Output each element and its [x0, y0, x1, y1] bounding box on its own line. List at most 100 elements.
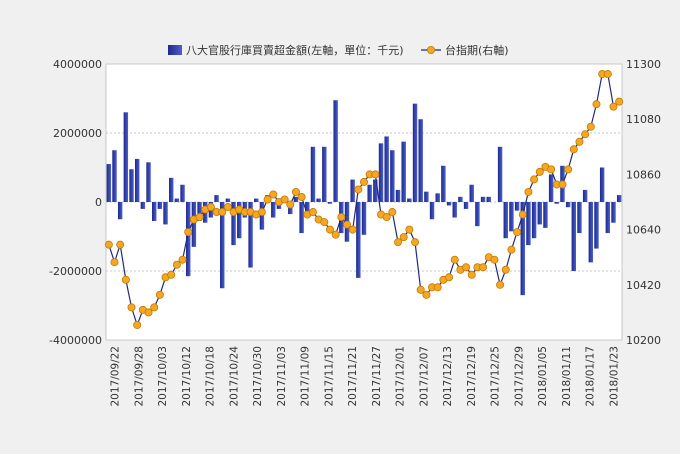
line-point [167, 270, 176, 279]
bar [327, 202, 333, 204]
line-point [320, 218, 329, 227]
y-right-tick-label: 11080 [626, 113, 661, 126]
bar [435, 193, 440, 203]
x-tick-label: 2017/09/22 [110, 346, 122, 407]
bar [378, 143, 384, 202]
line-point [342, 220, 351, 229]
line-point [286, 200, 295, 209]
bar [514, 202, 520, 211]
bar [174, 198, 180, 202]
line-point [569, 145, 578, 154]
y-right-tick-label: 10200 [626, 334, 661, 347]
x-tick-label: 2017/12/29 [513, 346, 525, 407]
x-tick-label: 2017/09/28 [133, 346, 145, 407]
bar [599, 167, 605, 202]
bar [469, 184, 474, 202]
bar [254, 198, 259, 202]
line-point [388, 208, 397, 217]
y-left-tick-label: 0 [95, 196, 102, 209]
line-point [501, 265, 510, 274]
bar [186, 202, 191, 277]
bar [123, 112, 129, 202]
line-point [297, 192, 306, 201]
bar [225, 198, 231, 202]
bar [316, 198, 321, 202]
bar [271, 202, 276, 218]
line-point [490, 255, 499, 264]
line-point [133, 320, 142, 329]
line-point [382, 213, 391, 222]
bar [571, 202, 577, 271]
line-point [178, 255, 187, 264]
x-tick-label: 2017/12/25 [490, 346, 502, 407]
x-tick-label: 2018/01/05 [537, 346, 549, 407]
line-point [592, 100, 601, 109]
x-tick-label: 2017/12/01 [395, 346, 407, 407]
line-point [150, 303, 159, 312]
line-point [371, 170, 380, 179]
line-point [422, 290, 431, 299]
legend-bar-swatch [168, 45, 182, 55]
line-point [223, 203, 232, 212]
line-point [348, 225, 357, 234]
bar [305, 202, 310, 216]
line-point [325, 225, 334, 234]
line-point [291, 187, 300, 196]
bar [151, 202, 157, 221]
line-point [184, 228, 193, 237]
y-right-tick-label: 10420 [626, 279, 661, 292]
bar [134, 158, 140, 203]
bar [299, 202, 304, 234]
line-point [609, 102, 618, 111]
bar [616, 195, 622, 202]
x-tick-label: 2017/10/12 [181, 346, 193, 407]
line-point [269, 190, 278, 199]
y-left-tick-label: 2000000 [53, 127, 102, 140]
line-point [280, 195, 289, 204]
line-point [308, 208, 317, 217]
x-tick-label: 2017/12/07 [418, 346, 430, 407]
line-point [530, 175, 539, 184]
bar [429, 202, 435, 220]
legend-line-label: 台指期(右軸) [445, 43, 509, 57]
line-point [513, 228, 522, 237]
x-axis-labels: 2017/09/22 2017/09/28 2017/10/03 2017/10/12… [110, 346, 621, 407]
bar [412, 103, 418, 202]
bar [373, 179, 378, 202]
line-point [144, 308, 153, 317]
bar [180, 184, 185, 202]
bar [509, 202, 514, 232]
line-point [206, 203, 215, 212]
x-tick-label: 2017/12/19 [466, 346, 478, 407]
line-point [575, 137, 584, 146]
bar [401, 141, 406, 203]
line-point [399, 233, 408, 242]
line-point [586, 122, 595, 131]
line-point [405, 225, 414, 234]
line-series [104, 70, 624, 329]
line-point [462, 263, 471, 272]
x-tick-label: 2017/10/24 [228, 346, 240, 407]
bar [293, 196, 299, 202]
bar [548, 174, 554, 202]
bar [129, 169, 134, 202]
line-point [394, 238, 403, 247]
bar [395, 189, 401, 202]
line-point [450, 255, 459, 264]
line-point [467, 270, 476, 279]
bar [537, 202, 542, 225]
legend-bar-label: 八大官股行庫買賣超金額(左軸，單位：千元) [186, 43, 404, 57]
x-tick-label: 2017/10/30 [252, 346, 264, 407]
line-point [263, 195, 272, 204]
bar [424, 191, 429, 202]
bar [543, 202, 548, 228]
x-tick-label: 2017/11/21 [347, 346, 359, 407]
legend: 八大官股行庫買賣超金額(左軸，單位：千元) 台指期(右軸) [168, 43, 509, 57]
line-point [110, 258, 119, 267]
line-point [615, 97, 624, 106]
bar [446, 202, 452, 206]
line-point [507, 245, 516, 254]
line-point [257, 208, 266, 217]
bar [384, 136, 389, 202]
bar [503, 202, 508, 239]
